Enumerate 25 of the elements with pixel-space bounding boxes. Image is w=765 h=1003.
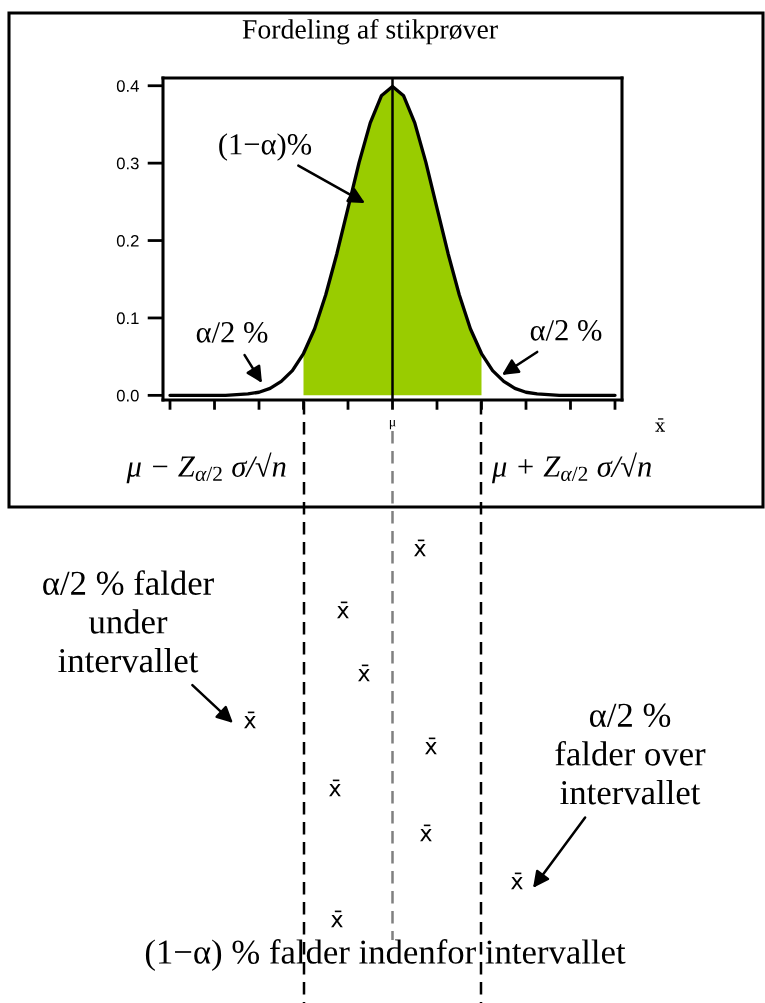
y-tick-label: 0.4	[116, 80, 139, 92]
y-tick-label: 0.1	[116, 312, 139, 325]
text: x̄	[331, 910, 343, 928]
text: μ + Z$_{α/2}$ σ/√n	[491, 452, 652, 484]
text: x̄	[511, 872, 523, 890]
text: (1−α) % falder indenfor intervallet	[145, 939, 626, 971]
y-tick-label: 0.3	[116, 157, 139, 170]
y-tick-label: 0.0	[116, 389, 139, 402]
text: α/2 % falder over intervallet	[555, 703, 706, 805]
chart-title: Fordeling af stikprøver	[242, 18, 498, 45]
text: x̄	[337, 601, 349, 619]
text: α/2 % falder under intervallet	[43, 570, 214, 673]
annotation: α/2 %	[196, 322, 268, 343]
text: x̄	[425, 737, 437, 755]
text: x̄	[329, 779, 341, 797]
text: x̄	[420, 824, 432, 842]
text: x̄	[358, 664, 370, 682]
annotation: α/2 %	[530, 320, 602, 341]
text: x̄	[414, 539, 426, 557]
y-tick-label: 0.2	[116, 234, 139, 247]
x-tick-label: μ	[389, 419, 396, 430]
x-axis-title: x̄	[655, 418, 665, 432]
text: μ − Z$_{α/2}$ σ/√n	[126, 452, 286, 484]
text: x̄	[244, 711, 256, 729]
annotation: (1−α)%	[219, 133, 312, 161]
